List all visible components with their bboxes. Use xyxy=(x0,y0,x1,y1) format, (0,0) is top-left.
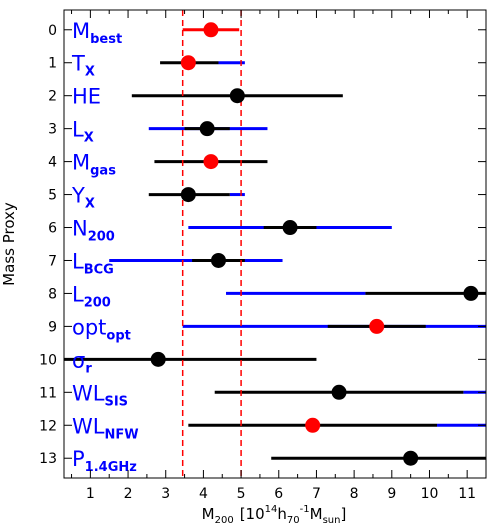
proxy-label-6: N200 xyxy=(72,217,115,245)
proxy-label-2: HE xyxy=(72,85,101,109)
x-tick-label: 10 xyxy=(421,486,439,502)
marker-5 xyxy=(180,187,196,203)
proxy-label-3: LX xyxy=(72,118,94,146)
proxy-label-9: optopt xyxy=(72,315,131,343)
x-tick-label: 3 xyxy=(161,486,170,502)
y-axis-label: Mass Proxy xyxy=(0,202,18,286)
proxy-labels: Mbest TX HE LX Mgas YX N200 LBCG L200 optopt σr WLS… xyxy=(71,19,139,475)
marker-10 xyxy=(150,351,166,367)
marker-6 xyxy=(282,220,298,236)
marker-0 xyxy=(203,22,219,38)
marker-13 xyxy=(403,450,419,466)
y-tick-label: 4 xyxy=(48,155,57,171)
y-tick-label: 7 xyxy=(48,253,57,269)
proxy-label-12: WLNFW xyxy=(72,414,139,442)
y-tick-label: 5 xyxy=(48,188,57,204)
x-tick-label: 7 xyxy=(312,486,321,502)
y-tick-label: 9 xyxy=(48,319,57,335)
marker-4 xyxy=(203,154,219,170)
x-tick-label: 4 xyxy=(199,486,208,502)
x-tick-label: 6 xyxy=(274,486,283,502)
proxy-label-11: WLSIS xyxy=(72,381,128,409)
x-tick-label: 1 xyxy=(86,486,95,502)
y-tick-label: 1 xyxy=(48,56,57,72)
proxy-label-4: Mgas xyxy=(72,151,116,179)
marker-11 xyxy=(331,384,347,400)
y-tick-label: 12 xyxy=(39,418,57,434)
proxy-label-10: σr xyxy=(72,348,92,376)
y-tick-label: 6 xyxy=(48,221,57,237)
marker-7 xyxy=(210,252,226,268)
y-tick-label: 8 xyxy=(48,286,57,302)
proxy-label-5: YX xyxy=(71,184,95,212)
marker-1 xyxy=(180,55,196,71)
proxy-label-13: P1.4GHz xyxy=(72,447,137,475)
proxy-label-8: L200 xyxy=(72,282,111,310)
x-tick-label: 2 xyxy=(124,486,133,502)
y-tick-label: 2 xyxy=(48,89,57,105)
x-tick-label: 8 xyxy=(350,486,359,502)
plot-frame xyxy=(63,9,487,479)
y-tick-label: 0 xyxy=(48,23,57,39)
reference-lines xyxy=(181,10,242,478)
y-tick-label: 10 xyxy=(39,352,57,368)
proxy-label-0: Mbest xyxy=(72,19,122,47)
y-tick-label: 11 xyxy=(39,385,57,401)
marker-3 xyxy=(199,121,215,137)
marker-8 xyxy=(463,285,479,301)
marker-9 xyxy=(369,318,385,334)
y-tick-label: 3 xyxy=(48,122,57,138)
x-tick-label: 9 xyxy=(387,486,396,502)
proxy-label-1: TX xyxy=(71,52,95,80)
x-tick-label: 5 xyxy=(237,486,246,502)
point-markers xyxy=(150,22,479,466)
y-tick-label: 13 xyxy=(39,451,57,467)
x-axis-label: M200 [1014h70-1Msun] xyxy=(202,504,347,526)
marker-12 xyxy=(305,417,321,433)
marker-2 xyxy=(229,88,245,104)
x-tick-label: 11 xyxy=(458,486,476,502)
proxy-label-7: LBCG xyxy=(72,249,114,277)
